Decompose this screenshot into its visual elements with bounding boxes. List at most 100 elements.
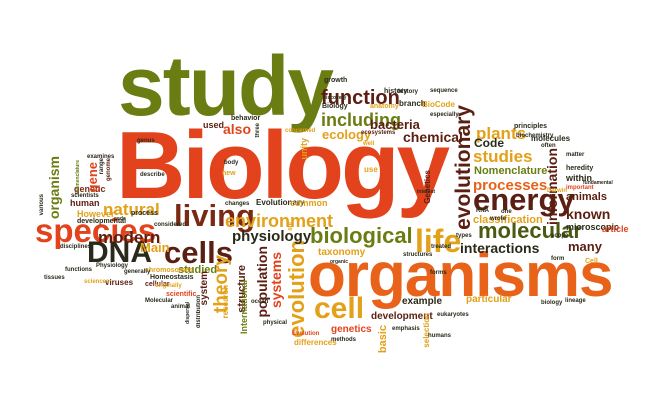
word: dispersal bbox=[185, 302, 191, 324]
word: processes bbox=[473, 177, 548, 194]
word: development bbox=[371, 311, 433, 322]
word: body bbox=[224, 160, 239, 166]
word: heredity bbox=[566, 165, 594, 172]
word: microscopic bbox=[566, 222, 620, 232]
word: biology bbox=[541, 300, 563, 306]
word: interactions bbox=[460, 240, 540, 256]
word: sequence bbox=[430, 88, 458, 94]
word: cellular bbox=[145, 281, 170, 288]
word: natural bbox=[103, 200, 160, 219]
word: Genetics bbox=[423, 170, 432, 204]
word: animals bbox=[566, 191, 607, 203]
word: used bbox=[203, 120, 225, 130]
word: chemical bbox=[403, 129, 463, 145]
word: changes bbox=[225, 201, 250, 207]
word: also bbox=[223, 121, 252, 137]
word: Biology bbox=[322, 103, 348, 110]
word: molecules bbox=[531, 134, 571, 143]
word: differences bbox=[294, 338, 337, 347]
word: history bbox=[384, 88, 408, 95]
word: biochemistry bbox=[516, 133, 554, 139]
word: human bbox=[70, 198, 100, 208]
word: study bbox=[118, 39, 334, 133]
word: Biology bbox=[116, 112, 450, 219]
word: viruses bbox=[105, 278, 134, 287]
word: systems bbox=[268, 252, 284, 309]
word: Cell bbox=[585, 258, 598, 265]
word: code bbox=[114, 216, 126, 222]
word: interest bbox=[417, 189, 436, 195]
word: especially bbox=[430, 112, 459, 118]
word: including bbox=[321, 110, 401, 130]
word: branch bbox=[399, 99, 426, 108]
word: taxonomy bbox=[318, 247, 366, 258]
word: types bbox=[456, 233, 472, 239]
word: information bbox=[544, 148, 560, 225]
word: discovery bbox=[323, 95, 347, 101]
word: growth bbox=[324, 77, 348, 84]
word: behavior bbox=[231, 115, 261, 122]
word: ocean bbox=[251, 299, 269, 305]
word: generally bbox=[124, 269, 151, 275]
word: examines bbox=[87, 154, 115, 160]
word: Darwin bbox=[547, 188, 568, 194]
word: important bbox=[566, 185, 594, 191]
word: animal bbox=[171, 304, 191, 310]
word: various bbox=[39, 194, 45, 216]
word: wrote bbox=[490, 216, 507, 222]
word: nomenclature bbox=[75, 160, 81, 193]
word: Physiology bbox=[96, 263, 129, 269]
word: distribution bbox=[196, 295, 202, 328]
word: concerned bbox=[285, 128, 316, 134]
word: basic bbox=[377, 325, 389, 354]
word: fundamental bbox=[583, 180, 613, 186]
word: principles bbox=[514, 123, 548, 130]
word: life bbox=[415, 223, 462, 259]
word: genetics bbox=[331, 324, 372, 335]
word: organic bbox=[330, 259, 349, 265]
word: three bbox=[255, 123, 261, 138]
word: eukaryotes bbox=[437, 312, 469, 318]
word: Homeostasis bbox=[150, 274, 194, 281]
word: emphasis bbox=[392, 326, 420, 332]
word: studies bbox=[473, 147, 533, 166]
word: cells bbox=[164, 235, 233, 270]
word: tissues bbox=[44, 275, 65, 281]
word: matter bbox=[566, 152, 585, 158]
word: modern bbox=[98, 228, 161, 247]
word: scope bbox=[551, 233, 569, 239]
word: RNA bbox=[476, 208, 489, 214]
word: species bbox=[35, 212, 157, 249]
word: Code bbox=[474, 136, 504, 150]
word: treated bbox=[431, 244, 452, 250]
word: population bbox=[254, 246, 270, 318]
word: However bbox=[77, 209, 115, 219]
word: form bbox=[551, 256, 565, 262]
word: developmental bbox=[77, 218, 127, 225]
word: evolution bbox=[284, 240, 309, 338]
word: genome bbox=[106, 158, 112, 182]
word: cell bbox=[314, 292, 365, 325]
word: selection bbox=[422, 313, 431, 348]
word: Main bbox=[140, 240, 170, 255]
word: function bbox=[321, 87, 400, 109]
word: energy bbox=[473, 182, 575, 217]
word: functions bbox=[65, 267, 92, 273]
word: gene bbox=[85, 162, 100, 193]
word: scientists bbox=[71, 193, 99, 199]
word: example bbox=[402, 296, 443, 307]
word: originally bbox=[155, 283, 182, 289]
word: common bbox=[290, 198, 328, 208]
word: process bbox=[131, 210, 158, 217]
word: particular bbox=[466, 294, 512, 305]
word: Evolution bbox=[292, 331, 320, 337]
word: life bbox=[288, 222, 294, 231]
word: chromosomes bbox=[145, 267, 193, 274]
word: molecular bbox=[478, 218, 582, 243]
word: considered bbox=[154, 222, 187, 228]
word: BioCode bbox=[422, 100, 455, 109]
word: range bbox=[99, 158, 105, 175]
word: living bbox=[174, 198, 255, 233]
word: one bbox=[501, 209, 512, 215]
